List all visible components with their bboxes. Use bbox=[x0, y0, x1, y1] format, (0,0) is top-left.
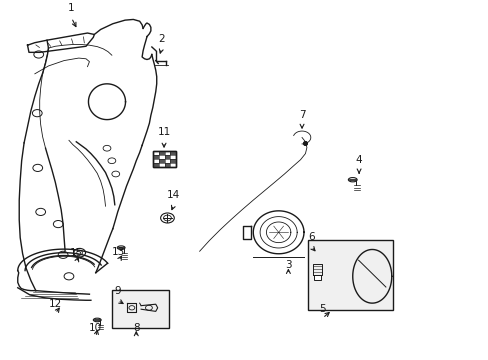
Bar bbox=[164, 155, 170, 159]
Bar bbox=[170, 159, 176, 163]
Bar bbox=[314, 275, 321, 279]
Text: 14: 14 bbox=[167, 190, 180, 201]
Bar bbox=[153, 151, 176, 167]
Text: 4: 4 bbox=[355, 156, 362, 165]
Bar bbox=[112, 290, 169, 328]
Text: 9: 9 bbox=[114, 286, 121, 296]
Text: 1: 1 bbox=[68, 3, 75, 13]
Text: 12: 12 bbox=[49, 299, 62, 309]
Text: 6: 6 bbox=[307, 232, 314, 242]
Bar bbox=[164, 163, 170, 167]
Bar bbox=[158, 159, 164, 163]
Bar bbox=[153, 151, 176, 167]
Bar bbox=[158, 151, 164, 155]
Text: 11: 11 bbox=[157, 127, 170, 138]
Text: 5: 5 bbox=[319, 304, 325, 314]
Bar bbox=[170, 151, 176, 155]
Bar bbox=[307, 240, 392, 310]
Text: 8: 8 bbox=[133, 323, 139, 333]
Text: 3: 3 bbox=[285, 260, 291, 270]
Bar bbox=[153, 155, 158, 159]
Text: 7: 7 bbox=[298, 109, 305, 120]
Text: 2: 2 bbox=[158, 34, 164, 44]
Text: 10: 10 bbox=[89, 323, 102, 333]
Bar bbox=[153, 163, 158, 167]
Text: 15: 15 bbox=[69, 248, 83, 258]
Text: 13: 13 bbox=[112, 247, 125, 257]
